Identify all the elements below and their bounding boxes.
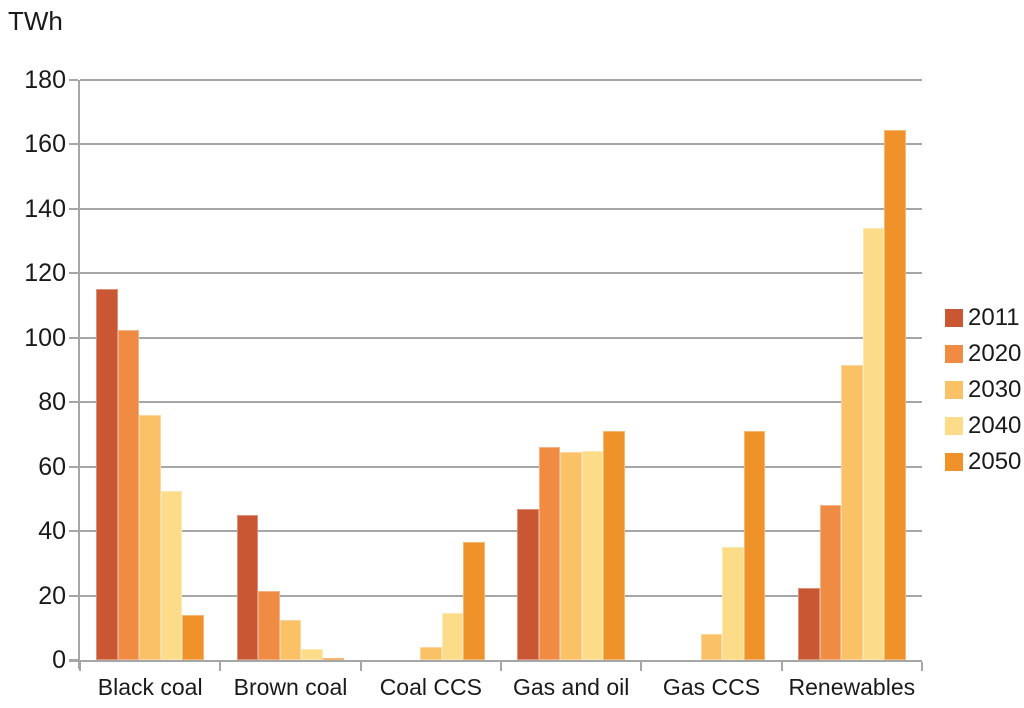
x-tick-0 [79,662,81,671]
bar-brown-coal-2050 [322,657,345,660]
gridline-20 [80,594,922,597]
bar-black-coal-2020 [117,329,140,660]
y-axis-label-180: 180 [24,66,66,94]
gridline-100 [80,336,922,339]
bar-black-coal-2040 [160,490,183,660]
y-axis-label-60: 60 [38,452,66,481]
bar-gas-and-oil-2040 [581,450,604,660]
legend-item-2040: 2040 [945,412,1022,439]
legend-item-2030: 2030 [945,376,1022,403]
bar-coal-ccs-2050 [463,542,485,660]
bar-gas-and-oil-2020 [538,447,561,660]
bar-group-renewables [782,80,922,660]
bar-group-black-coal [80,80,220,660]
bar-gas-ccs-2030 [700,634,723,660]
y-tick-100 [69,336,78,339]
y-axis-label-160: 160 [24,130,66,159]
gridline-160 [80,143,922,146]
x-tick-4 [640,662,643,671]
y-tick-40 [69,530,78,533]
bar-brown-coal-2011 [236,515,259,660]
x-tick-1 [219,662,222,671]
bar-brown-coal-2020 [258,590,280,660]
legend-label-2011: 2011 [968,304,1020,331]
y-tick-80 [69,401,78,404]
bar-renewables-2050 [884,129,906,660]
x-axis-label-coal-ccs: Coal CCS [379,674,482,700]
y-axis-line [78,80,80,669]
legend-swatch-2011 [945,309,963,327]
legend-swatch-2050 [945,453,963,471]
legend-swatch-2030 [945,381,963,399]
x-axis-label-renewables: Renewables [788,674,916,700]
gridline-40 [80,530,922,533]
bar-coal-ccs-2030 [420,647,442,660]
legend: 2011 2020 2030 2040 2050 [945,304,1022,475]
y-tick-120 [69,272,78,275]
y-axis-label-100: 100 [24,323,66,352]
x-axis-label-black-coal: Black coal [97,674,203,700]
y-tick-60 [69,465,78,468]
y-axis-label-20: 20 [38,581,66,610]
bar-renewables-2011 [798,587,820,660]
plot-area [69,79,923,671]
bar-gas-and-oil-2050 [603,431,625,660]
x-tick-6 [921,662,923,671]
bar-coal-ccs-2040 [441,613,464,660]
chart-title: TWh [8,6,63,36]
x-axis-label-brown-coal: Brown coal [233,674,348,700]
bar-renewables-2030 [841,365,863,660]
bar-group-coal-ccs [361,80,501,660]
bar-brown-coal-2040 [301,648,323,660]
legend-label-2020: 2020 [968,340,1022,367]
bar-black-coal-2030 [139,415,161,660]
legend-swatch-2040 [945,417,963,435]
y-tick-0 [69,659,78,661]
legend-label-2030: 2030 [968,376,1022,403]
y-axis-label-80: 80 [38,388,66,417]
legend-label-2040: 2040 [968,412,1022,439]
x-tick-5 [780,662,783,671]
y-tick-20 [69,594,78,597]
bar-group-gas-and-oil [501,80,641,660]
gridline-120 [80,272,922,275]
bar-group-gas-ccs [641,80,781,660]
y-axis-label-140: 140 [24,194,66,223]
x-axis-label-gas-ccs: Gas CCS [662,674,761,700]
x-tick-3 [500,662,502,671]
legend-item-2050: 2050 [945,448,1022,475]
y-axis-label-0: 0 [52,646,66,674]
gridline-140 [80,207,922,210]
y-axis-label-40: 40 [38,517,66,546]
gridline-180 [80,79,922,81]
bar-group-brown-coal [220,80,360,660]
bar-gas-ccs-2050 [743,431,766,660]
y-axis-label-120: 120 [24,259,66,288]
bar-gas-and-oil-2011 [517,508,539,660]
gridline-60 [80,465,922,468]
bar-brown-coal-2030 [279,619,302,660]
bar-black-coal-2050 [182,614,204,660]
y-tick-160 [69,143,78,146]
y-tick-140 [69,207,78,210]
x-tick-2 [359,662,362,671]
gridline-80 [80,401,922,404]
legend-item-2020: 2020 [945,340,1022,367]
legend-swatch-2020 [945,345,963,363]
bar-gas-ccs-2040 [722,547,744,660]
legend-item-2011: 2011 [945,304,1021,331]
bar-renewables-2040 [862,228,885,660]
x-axis-line [69,660,922,662]
y-tick-180 [69,79,78,81]
bar-gas-and-oil-2030 [560,452,582,660]
bar-black-coal-2011 [96,289,118,660]
bar-renewables-2020 [819,505,842,660]
x-axis-label-gas-and-oil: Gas and oil [512,674,630,700]
legend-label-2050: 2050 [968,448,1022,475]
